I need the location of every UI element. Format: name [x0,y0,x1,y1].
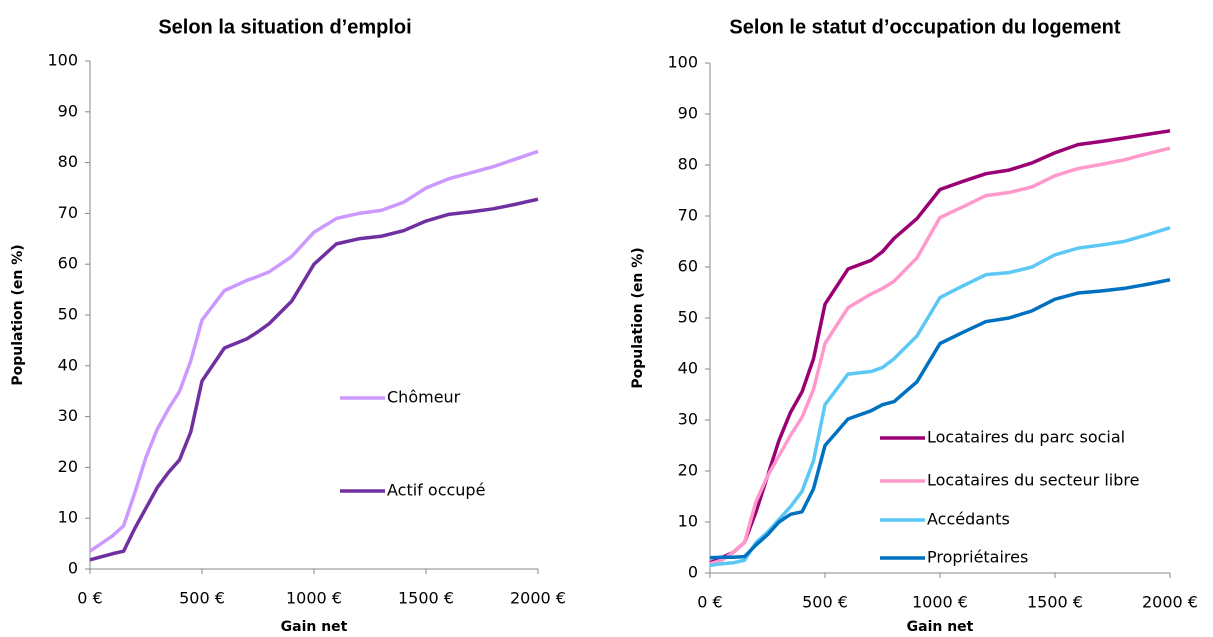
x-tick-label: 1000 € [286,589,342,608]
y-tick-label: 10 [678,512,698,531]
x-tick-label: 500 € [802,593,848,612]
legend-label: Actif occupé [387,481,485,500]
legend-label: Propriétaires [927,548,1028,567]
series-line [709,226,1171,568]
y-tick-label: 50 [58,305,78,324]
y-tick-label: 0 [68,559,78,578]
y-tick-label: 0 [688,563,698,582]
y-tick-label: 60 [678,257,698,276]
series-line [709,278,1171,560]
y-tick-label: 40 [678,359,698,378]
y-tick-label: 80 [678,155,698,174]
y-tick-label: 30 [678,410,698,429]
y-tick-label: 20 [58,457,78,476]
x-tick-label: 2000 € [1142,593,1198,612]
y-tick-label: 40 [58,355,78,374]
y-tick-label: 90 [58,101,78,120]
y-tick-label: 70 [58,203,78,222]
legend-label: Chômeur [387,388,461,407]
x-tick-label: 0 € [77,589,102,608]
series-line [89,197,539,562]
legend-label: Accédants [927,510,1010,529]
x-tick-label: 0 € [697,593,722,612]
y-tick-label: 10 [58,508,78,527]
y-tick-label: 80 [58,152,78,171]
y-tick-label: 30 [58,406,78,425]
y-tick-label: 60 [58,254,78,273]
x-tick-label: 2000 € [510,589,566,608]
x-axis-label: Gain net [281,619,348,635]
series-line [89,149,539,553]
y-axis-label: Population (en %) [630,247,646,388]
y-tick-label: 100 [47,51,78,70]
y-tick-label: 20 [678,461,698,480]
x-tick-label: 1000 € [912,593,968,612]
chart-title: Selon la situation d’emploi [158,16,411,38]
y-tick-label: 70 [678,206,698,225]
legend-label: Locataires du parc social [927,428,1125,447]
series-line [709,129,1171,565]
x-tick-label: 1500 € [1027,593,1083,612]
series-line [709,146,1171,566]
chart-title: Selon le statut d’occupation du logement [729,16,1120,38]
y-tick-label: 50 [678,308,698,327]
x-tick-label: 1500 € [398,589,454,608]
y-axis-label: Population (en %) [10,244,26,385]
legend-label: Locataires du secteur libre [927,471,1139,490]
x-axis-label: Gain net [907,619,974,635]
y-tick-label: 100 [667,53,698,72]
y-tick-label: 90 [678,104,698,123]
x-tick-label: 500 € [179,589,225,608]
